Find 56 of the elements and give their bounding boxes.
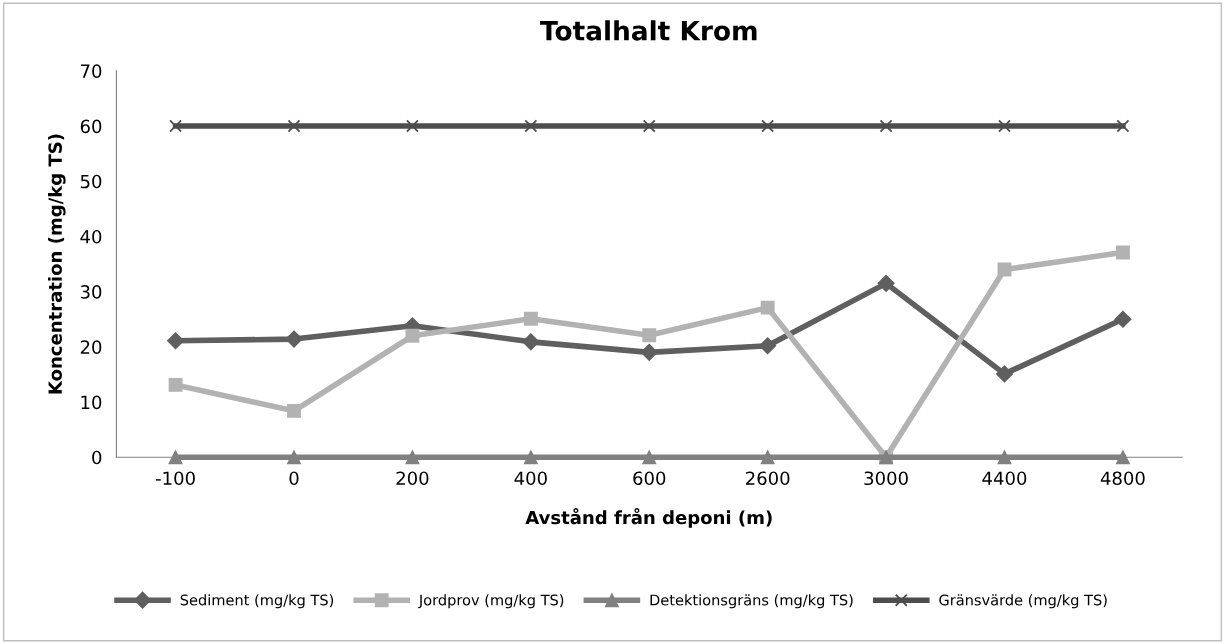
point xyxy=(998,119,1011,133)
point xyxy=(1114,310,1132,328)
x-tick-label: 400 xyxy=(514,471,547,486)
point xyxy=(995,365,1014,383)
point xyxy=(287,119,301,133)
point xyxy=(405,119,419,133)
x-tick-label: 600 xyxy=(633,471,666,486)
point xyxy=(1115,245,1130,260)
x-axis-title: Avstånd från deponi (m) xyxy=(525,508,772,528)
point xyxy=(405,328,420,343)
point xyxy=(879,119,893,133)
point xyxy=(169,119,183,133)
x-tick-label: 2600 xyxy=(746,471,790,486)
x-tick-label: 0 xyxy=(289,471,299,486)
point xyxy=(640,343,658,361)
point xyxy=(523,311,538,326)
y-tick-label: 0 xyxy=(92,450,102,465)
point xyxy=(642,450,657,465)
point xyxy=(759,337,777,355)
chart-title: Totalhalt Krom xyxy=(540,20,757,41)
legend-label: Detektionsgräns (mg/kg TS) xyxy=(650,594,853,609)
point xyxy=(877,274,895,292)
x-tick-label: -100 xyxy=(155,471,195,486)
y-tick-label: 40 xyxy=(80,229,102,244)
point xyxy=(760,450,775,465)
legend-label: Jordprov (mg/kg TS) xyxy=(418,594,564,609)
point xyxy=(642,119,656,133)
point xyxy=(760,300,775,315)
legend-label: Gränsvärde (mg/kg TS) xyxy=(939,594,1107,609)
point xyxy=(168,377,183,392)
point xyxy=(405,450,420,465)
x-tick-label: 4400 xyxy=(982,471,1027,486)
x-tick-label: 3000 xyxy=(864,471,908,486)
point xyxy=(997,450,1012,465)
y-tick-label: 30 xyxy=(80,285,102,299)
point xyxy=(997,262,1012,277)
point xyxy=(522,333,540,351)
point xyxy=(642,328,657,343)
point xyxy=(287,450,301,465)
y-tick-label: 60 xyxy=(80,119,102,134)
point xyxy=(287,403,301,418)
y-tick-label: 20 xyxy=(80,340,102,354)
y-axis-title: Koncentration (mg/kg TS) xyxy=(48,134,66,394)
legend-label: Sediment (mg/kg TS) xyxy=(180,594,334,609)
x-tick-label: 4800 xyxy=(1100,471,1145,486)
point xyxy=(1115,450,1130,465)
point xyxy=(285,330,303,348)
x-tick-label: 200 xyxy=(396,471,429,486)
point xyxy=(524,119,538,133)
point xyxy=(761,119,775,133)
point xyxy=(1116,119,1130,133)
point xyxy=(168,450,183,465)
point xyxy=(523,450,538,465)
y-tick-label: 70 xyxy=(80,64,102,78)
y-tick-label: 10 xyxy=(81,395,102,410)
y-tick-label: 50 xyxy=(80,174,102,189)
